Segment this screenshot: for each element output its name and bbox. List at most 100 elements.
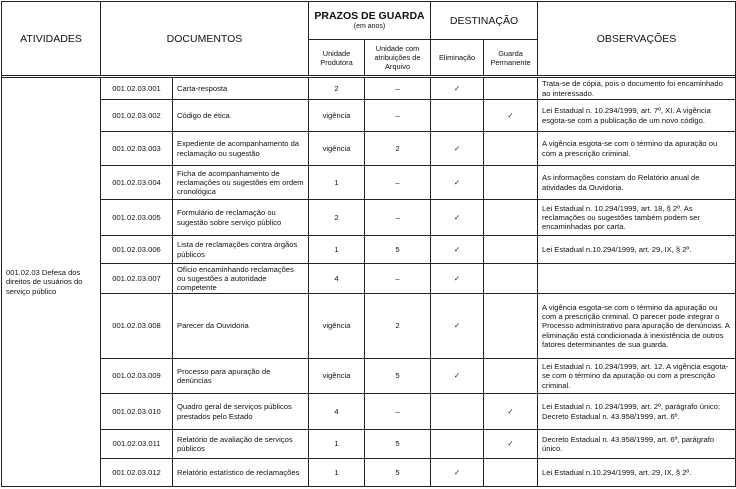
document-code: 001.02.03.009	[100, 358, 173, 394]
header-prazos-sub: (em anos)	[353, 22, 386, 30]
guarda-permanente-check: ✓	[483, 99, 539, 132]
observacao: Lei Estadual n. 10.294/1999, art. 2º, pa…	[537, 393, 736, 430]
document-code: 001.02.03.003	[100, 131, 173, 166]
prazo-unidade-produtora: 1	[308, 429, 365, 459]
guarda-permanente-check	[483, 199, 539, 236]
document-name: Lista de reclamações contra órgãos públi…	[172, 235, 309, 264]
eliminacao-check: ✓	[430, 165, 485, 200]
header-eliminacao: Eliminação	[430, 39, 485, 76]
header-prazos: PRAZOS DE GUARDA (em anos)	[307, 1, 432, 40]
document-name: Relatório de avaliação de serviços públi…	[172, 429, 309, 459]
observacao: A vigência esgota-se com o término da ap…	[537, 293, 736, 359]
document-code: 001.02.03.004	[100, 165, 173, 200]
document-name: Carta-resposta	[172, 77, 309, 100]
table-row: 001.02.03.008 Parecer da Ouvidoria vigênci…	[2, 293, 736, 359]
eliminacao-check: ✓	[430, 235, 485, 264]
document-code: 001.02.03.006	[100, 235, 173, 264]
document-name: Quadro geral de serviços públicos presta…	[172, 393, 309, 430]
observacao: Lei Estadual n. 10.294/1999, art. 18, § …	[537, 199, 736, 236]
prazo-unidade-produtora: 1	[308, 235, 365, 264]
atividade-cell: 001.02.03 Defesa dos direitos de usuário…	[1, 77, 101, 487]
eliminacao-check	[430, 393, 485, 430]
document-name: Processo para apuração de denúncias	[172, 358, 309, 394]
guarda-permanente-check	[483, 293, 539, 359]
document-code: 001.02.03.010	[100, 393, 173, 430]
guarda-permanente-check	[483, 131, 539, 166]
document-name: Código de ética	[172, 99, 309, 132]
observacao: As informações constam do Relatório anua…	[537, 165, 736, 200]
table-row: 001.02.03.006 Lista de reclamações contra…	[2, 235, 736, 264]
table-row: 001.02.03.012 Relatório estatístico de re…	[2, 458, 736, 487]
document-name: Ofício encaminhando reclamações ou suges…	[172, 263, 309, 294]
table-row: 001.02.03.009 Processo para apuração de d…	[2, 358, 736, 394]
prazo-unidade-produtora: vigência	[308, 131, 365, 166]
eliminacao-check: ✓	[430, 458, 485, 487]
prazo-unidade-produtora: 2	[308, 77, 365, 100]
guarda-permanente-check	[483, 263, 539, 294]
header-unidade-produtora: Unidade Produtora	[308, 39, 365, 76]
eliminacao-check: ✓	[430, 77, 485, 100]
document-name: Parecer da Ouvidoria	[172, 293, 309, 359]
eliminacao-check: ✓	[430, 131, 485, 166]
header-observacoes: OBSERVAÇÕES	[537, 1, 736, 76]
eliminacao-check: ✓	[430, 263, 485, 294]
table-row: 001.02.03.011 Relatório de avaliação de s…	[2, 429, 736, 459]
prazo-unidade-arquivo: –	[363, 263, 432, 294]
prazo-unidade-produtora: 4	[308, 263, 365, 294]
header-destinacao: DESTINAÇÃO	[430, 1, 539, 40]
prazo-unidade-arquivo: –	[363, 99, 432, 132]
prazo-unidade-arquivo: 5	[363, 358, 432, 394]
prazo-unidade-produtora: 2	[308, 199, 365, 236]
prazo-unidade-arquivo: 5	[363, 235, 432, 264]
prazo-unidade-arquivo: –	[363, 393, 432, 430]
header-prazos-title: PRAZOS DE GUARDA	[314, 9, 425, 22]
document-name: Relatório estatístico de reclamações	[172, 458, 309, 487]
table-row: 001.02.03 Defesa dos direitos de usuário…	[1, 77, 736, 487]
prazo-unidade-produtora: vigência	[308, 99, 365, 132]
observacao: Trata-se de cópia, pois o documento foi …	[537, 77, 736, 100]
prazo-unidade-produtora: vigência	[308, 293, 365, 359]
observacao: Decreto Estadual n. 43.958/1999, art. 6º…	[537, 429, 736, 459]
document-code: 001.02.03.012	[100, 458, 173, 487]
prazo-unidade-arquivo: –	[363, 165, 432, 200]
prazo-unidade-arquivo: 2	[363, 131, 432, 166]
eliminacao-check: ✓	[430, 293, 485, 359]
document-code: 001.02.03.001	[100, 77, 173, 100]
document-code: 001.02.03.002	[100, 99, 173, 132]
guarda-permanente-check	[483, 458, 539, 487]
prazo-unidade-produtora: 1	[308, 458, 365, 487]
header-guarda-permanente: Guarda Permanente	[483, 39, 539, 76]
eliminacao-check	[430, 429, 485, 459]
document-name: Ficha de acompanhamento de reclamações o…	[172, 165, 309, 200]
table-row: 001.02.03.005 Formulário de reclamação ou…	[2, 199, 736, 236]
document-code: 001.02.03.008	[100, 293, 173, 359]
header-atividades: ATIVIDADES	[1, 1, 101, 76]
header-documentos: DOCUMENTOS	[100, 1, 309, 76]
prazo-unidade-arquivo: –	[363, 77, 432, 100]
prazo-unidade-arquivo: 5	[363, 458, 432, 487]
table-row: 001.02.03.004 Ficha de acompanhamento de …	[2, 165, 736, 200]
guarda-permanente-check	[483, 165, 539, 200]
prazo-unidade-produtora: 1	[308, 165, 365, 200]
eliminacao-check: ✓	[430, 199, 485, 236]
prazo-unidade-arquivo: 5	[363, 429, 432, 459]
guarda-permanente-check	[483, 358, 539, 394]
document-code: 001.02.03.005	[100, 199, 173, 236]
document-code: 001.02.03.011	[100, 429, 173, 459]
observacao: A vigência esgota-se com o término da ap…	[537, 131, 736, 166]
guarda-permanente-check: ✓	[483, 393, 539, 430]
eliminacao-check	[430, 99, 485, 132]
table-row: 001.02.03.002 Código de ética vigência – ✓ Le…	[2, 99, 736, 132]
document-name: Formulário de reclamação ou sugestão sob…	[172, 199, 309, 236]
document-name: Expediente de acompanhamento da reclamaç…	[172, 131, 309, 166]
prazo-unidade-produtora: 4	[308, 393, 365, 430]
prazo-unidade-arquivo: –	[363, 199, 432, 236]
observacao: Lei Estadual n. 10.294/1999, art. 12. A …	[537, 358, 736, 394]
guarda-permanente-check	[483, 235, 539, 264]
document-code: 001.02.03.007	[100, 263, 173, 294]
table-row: 001.02.03.010 Quadro geral de serviços pú…	[2, 393, 736, 430]
header-unidade-arquivo: Unidade com atribuições de Arquivo	[363, 39, 432, 76]
guarda-permanente-check: ✓	[483, 429, 539, 459]
observacao: Lei Estadual n.10.294/1999, art. 29, IX,…	[537, 235, 736, 264]
